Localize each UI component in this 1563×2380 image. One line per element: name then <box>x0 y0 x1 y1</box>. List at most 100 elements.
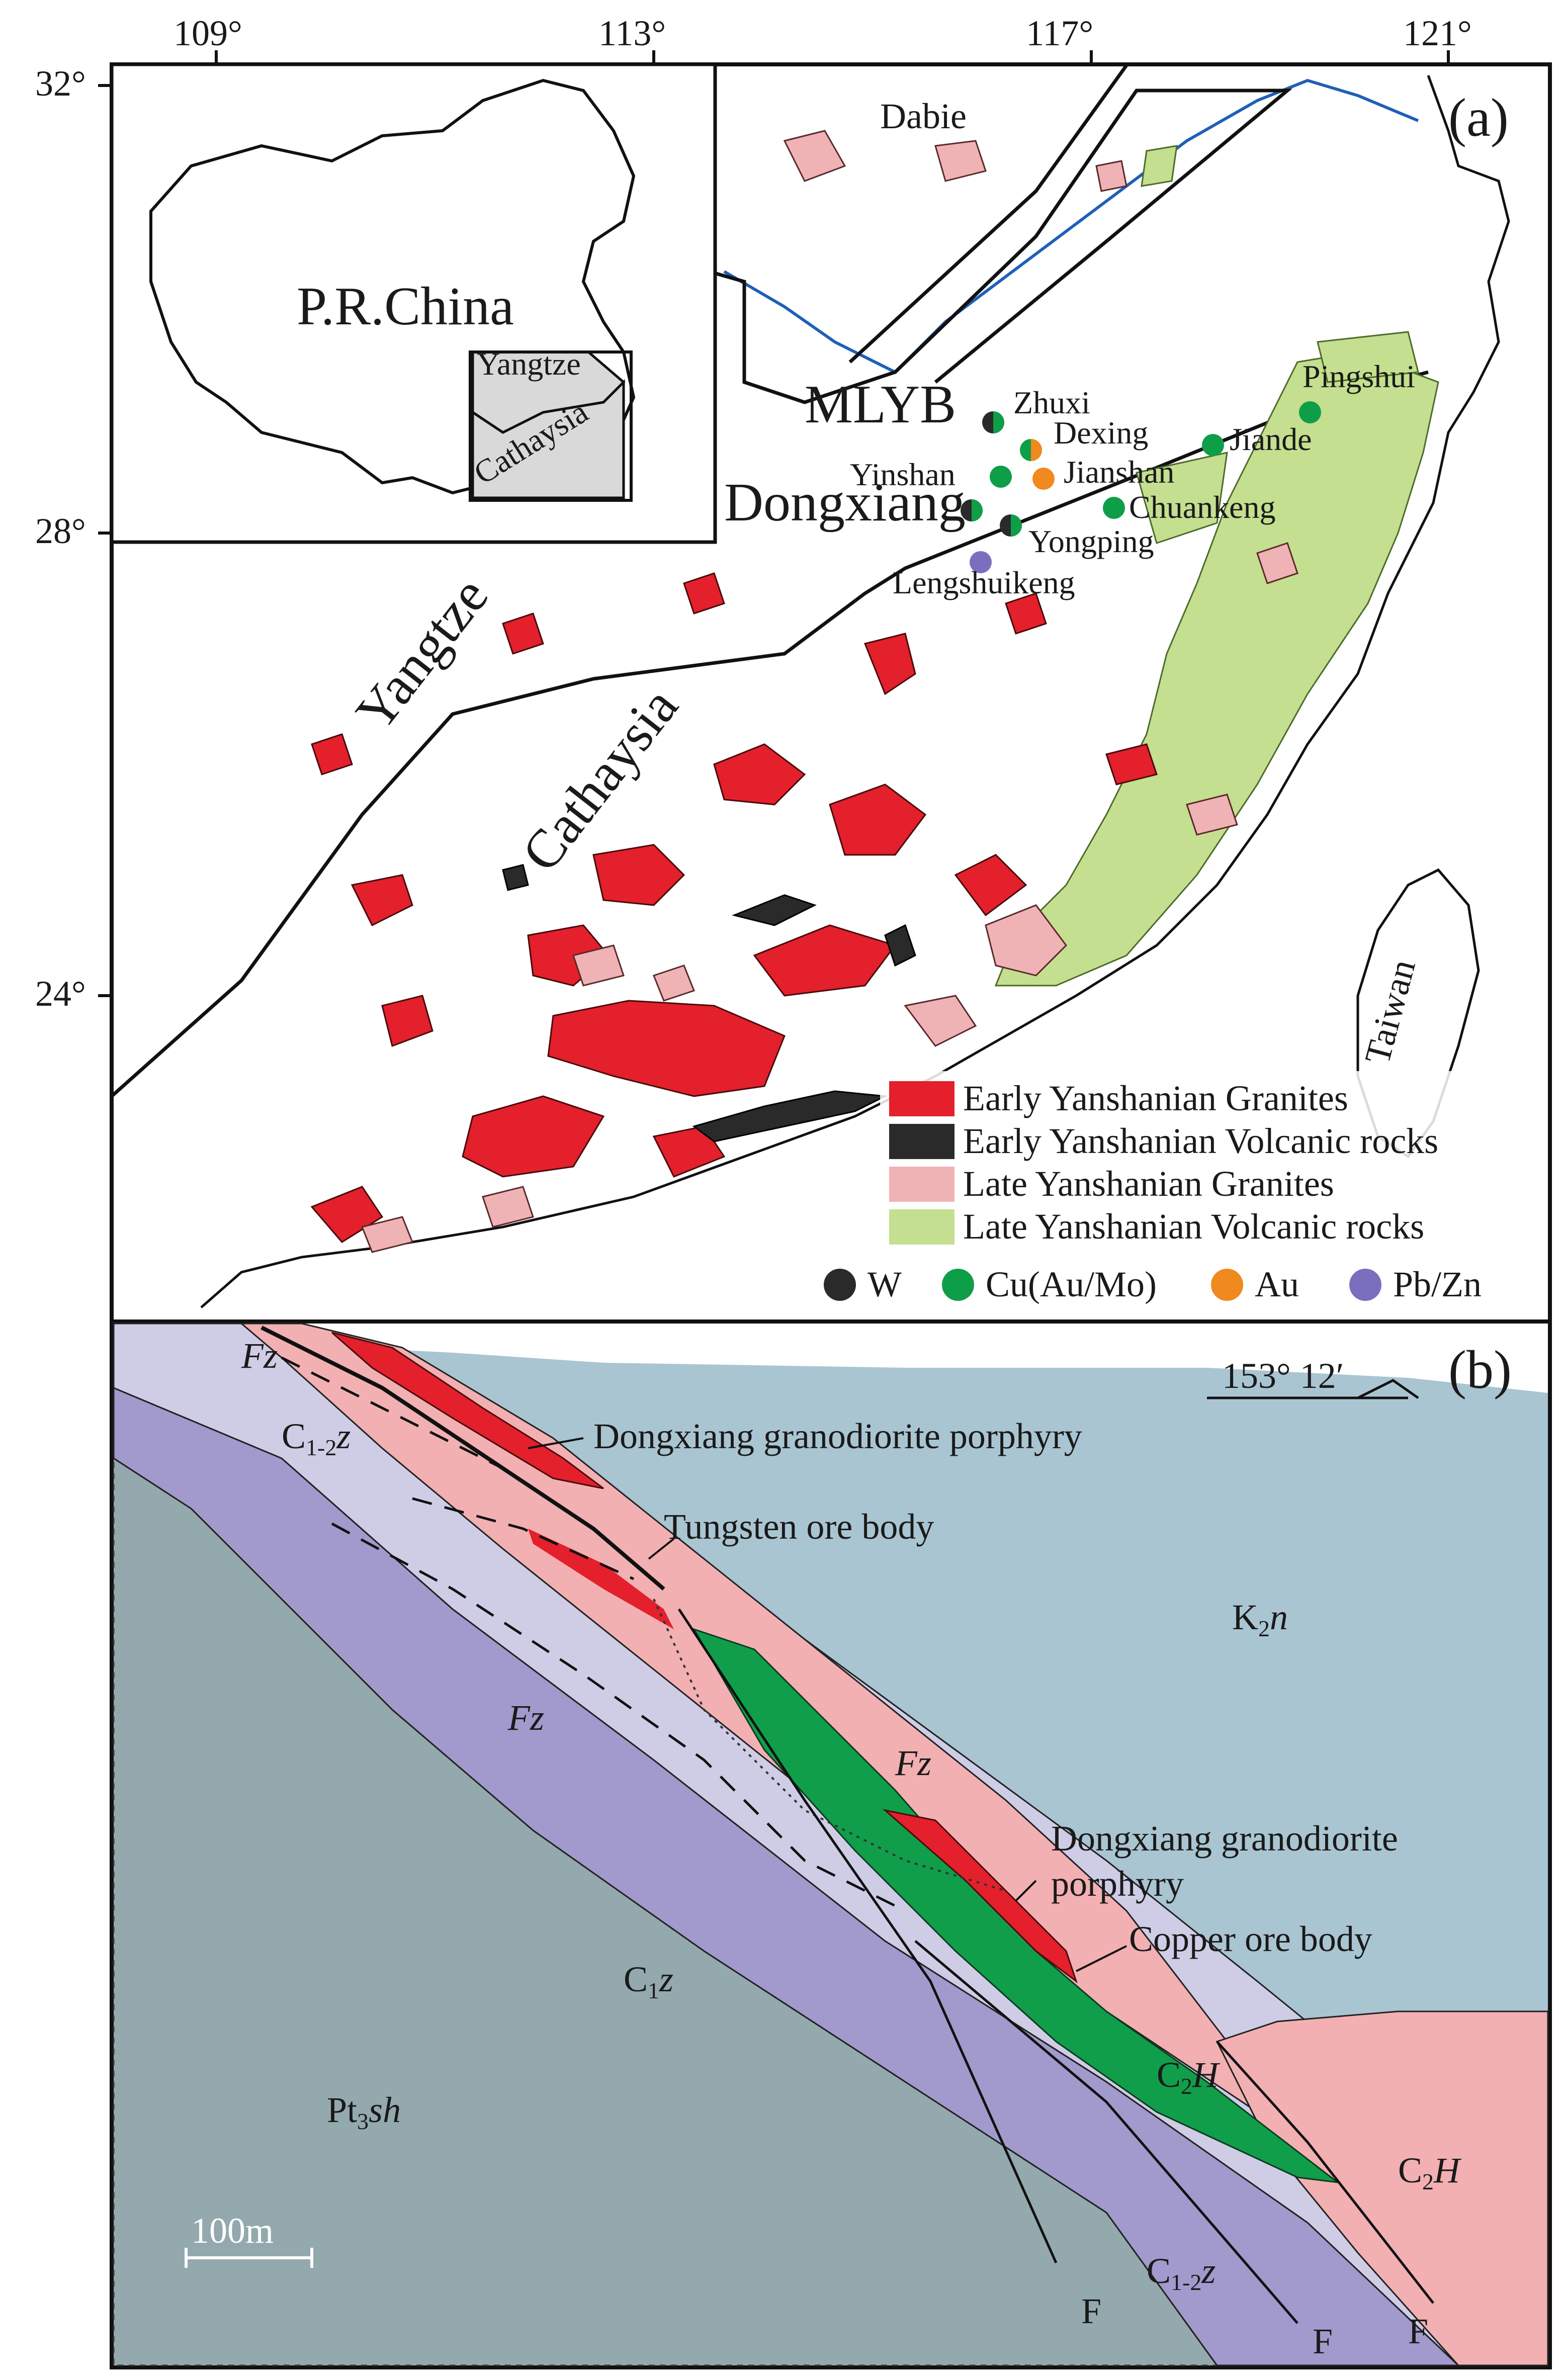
svg-text:Dexing: Dexing <box>1054 415 1148 451</box>
deposit-yongping: Yongping <box>1000 514 1154 559</box>
svg-text:Pt3sh: Pt3sh <box>327 2090 401 2134</box>
legend-swatch-late-granites <box>889 1167 954 1202</box>
latitude-ticks: 32° 28° 24° <box>35 63 112 1014</box>
early-volcanic-rocks <box>502 864 916 1142</box>
scale-bar: 100m <box>185 2211 313 2268</box>
panel-a-label: (a) <box>1448 88 1509 148</box>
callout-porphyry-mid-2: porphyry <box>1051 1864 1184 1904</box>
faults <box>677 1608 1434 2324</box>
inset-study-area-box <box>469 350 633 502</box>
svg-text:Pingshui: Pingshui <box>1303 359 1415 394</box>
legend-dot-pbzn <box>1349 1269 1381 1301</box>
callout-porphyry-top: Dongxiang granodiorite porphyry <box>593 1416 1082 1456</box>
unit-label-fz-mid: Fz <box>507 1698 544 1738</box>
svg-text:Yinshan: Yinshan <box>850 457 956 492</box>
callout-tungsten: Tungsten ore body <box>664 1507 934 1547</box>
legend-label-pbzn: Pb/Zn <box>1393 1264 1482 1304</box>
svg-text:Chuankeng: Chuankeng <box>1129 489 1276 525</box>
coastline <box>200 75 1510 1308</box>
svg-text:Dongxiang: Dongxiang <box>724 473 966 533</box>
legend-dot-au <box>1211 1269 1243 1301</box>
fault-label-2: F <box>1313 2321 1333 2361</box>
unit-c2h <box>1215 2010 1549 2366</box>
legend-label-cu: Cu(Au/Mo) <box>986 1264 1157 1304</box>
svg-text:Jianshan: Jianshan <box>1064 454 1174 490</box>
surface-strip <box>241 1324 1548 1393</box>
dotted-contact <box>653 1599 1006 1892</box>
mlyb-belt-outline <box>709 64 1292 404</box>
unit-label-fz-right: Fz <box>895 1743 931 1783</box>
svg-text:C2H: C2H <box>1398 2150 1462 2194</box>
deposit-jianshan: Jianshan <box>1032 454 1174 490</box>
early-granites <box>310 572 1158 1243</box>
orientation-label: 153° 12′ <box>1222 1356 1344 1396</box>
legend-label-w: W <box>867 1264 902 1304</box>
unit-label-c12z-bottom: C1-2z <box>1147 2251 1215 2295</box>
copper-ore-body <box>692 1628 1341 2184</box>
unit-label-c1z: C1z <box>624 1959 673 2003</box>
panel-b-section: 153° 12′ (b) Dongxiang granodiorite porp… <box>110 1319 1552 2369</box>
svg-text:C2H: C2H <box>1157 2055 1221 2099</box>
legend-dot-w <box>824 1269 856 1301</box>
legend-label-early-volcanic: Early Yanshanian Volcanic rocks <box>963 1121 1438 1161</box>
legend-dot-cu <box>942 1269 974 1301</box>
legend-label-early-granites: Early Yanshanian Granites <box>963 1078 1348 1118</box>
unit-label-k2n: K2n <box>1232 1597 1288 1641</box>
inset-yangtze-label: Yangtze <box>477 346 581 382</box>
lon-tick-109: 109° <box>173 13 242 53</box>
label-mlyb: MLYB <box>805 375 956 434</box>
unit-label-pt3sh: Pt3sh <box>327 2090 401 2134</box>
svg-text:Jiande: Jiande <box>1230 421 1312 457</box>
legend-swatch-early-volcanic <box>889 1124 954 1159</box>
porphyry-lower <box>882 1809 1078 1984</box>
legend-label-late-volcanic: Late Yanshanian Volcanic rocks <box>963 1206 1424 1247</box>
legend-label-late-granites: Late Yanshanian Granites <box>963 1164 1334 1204</box>
deposits: Zhuxi Dexing Jiande Pingshui Yinshan Jia… <box>724 359 1415 600</box>
deposit-dexing: Dexing <box>1020 415 1148 461</box>
inset-cathaysia-block <box>471 379 625 499</box>
legend-swatch-late-volcanic <box>889 1209 954 1245</box>
panel-b-label: (b) <box>1448 1340 1512 1400</box>
unit-label-fz-top: Fz <box>241 1336 278 1376</box>
callout-porphyry-mid-1: Dongxiang granodiorite <box>1051 1818 1398 1859</box>
lon-tick-117: 117° <box>1026 13 1093 53</box>
fault-label-1: F <box>1081 2291 1101 2331</box>
deposit-dongxiang: Dongxiang <box>724 473 983 533</box>
legend-swatch-early-granites <box>889 1081 954 1116</box>
deposit-zhuxi: Zhuxi <box>982 385 1090 433</box>
dashed-contacts <box>281 1356 906 1912</box>
deposit-pingshui: Pingshui <box>1299 359 1415 423</box>
lon-tick-121: 121° <box>1403 13 1472 53</box>
lat-tick-32: 32° <box>35 63 86 104</box>
svg-text:K2n: K2n <box>1232 1597 1288 1641</box>
deposit-jiande: Jiande <box>1202 421 1312 457</box>
unit-label-c2h-right: C2H <box>1398 2150 1462 2194</box>
inset-country-label: P.R.China <box>297 277 514 336</box>
late-volcanic-rocks <box>994 145 1439 987</box>
svg-text:Zhuxi: Zhuxi <box>1013 385 1090 420</box>
svg-text:Lengshuikeng: Lengshuikeng <box>893 565 1075 600</box>
lat-tick-24: 24° <box>35 974 86 1014</box>
unit-label-c12z-top: C1-2z <box>282 1416 351 1460</box>
late-granites <box>361 130 1298 1253</box>
svg-text:C1z: C1z <box>624 1959 673 2003</box>
deposit-chuankeng: Chuankeng <box>1103 489 1276 525</box>
lat-tick-28: 28° <box>35 511 86 551</box>
svg-text:C1-2z: C1-2z <box>1147 2251 1215 2295</box>
lon-tick-113: 113° <box>598 13 666 53</box>
yangtze-river <box>723 78 1419 374</box>
longitude-ticks: 109° 113° 117° 121° <box>173 13 1472 64</box>
label-dabie: Dabie <box>880 96 967 136</box>
tungsten-ore-body <box>528 1529 674 1629</box>
inset-map: P.R.China Yangtze Cathaysia <box>110 62 717 544</box>
deposit-lengshuikeng: Lengshuikeng <box>893 551 1075 600</box>
legend-label-au: Au <box>1255 1264 1299 1304</box>
orientation-marker: 153° 12′ <box>1207 1356 1419 1399</box>
callout-copper: Copper ore body <box>1129 1919 1372 1959</box>
panel-a-legend: Early Yanshanian Granites Early Yanshani… <box>824 1071 1529 1312</box>
callouts <box>528 1437 1127 1972</box>
porphyry-upper <box>331 1332 604 1489</box>
fault-label-3: F <box>1408 2311 1428 2351</box>
unit-label-c2h-left: C2H <box>1157 2055 1221 2099</box>
